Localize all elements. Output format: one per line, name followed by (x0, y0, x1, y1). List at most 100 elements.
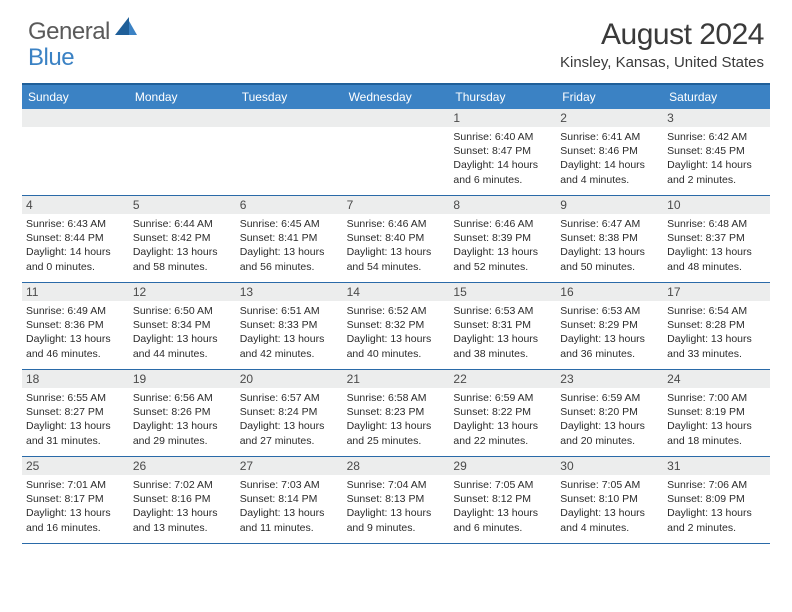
info-line: and 18 minutes. (667, 434, 766, 448)
day-info: Sunrise: 6:44 AMSunset: 8:42 PMDaylight:… (133, 217, 232, 274)
info-line: Sunset: 8:23 PM (347, 405, 446, 419)
info-line: Daylight: 13 hours (560, 332, 659, 346)
day-cell: 12Sunrise: 6:50 AMSunset: 8:34 PMDayligh… (129, 283, 236, 369)
day-info: Sunrise: 7:02 AMSunset: 8:16 PMDaylight:… (133, 478, 232, 535)
info-line: Daylight: 13 hours (347, 332, 446, 346)
day-info: Sunrise: 7:01 AMSunset: 8:17 PMDaylight:… (26, 478, 125, 535)
day-cell: 14Sunrise: 6:52 AMSunset: 8:32 PMDayligh… (343, 283, 450, 369)
day-info: Sunrise: 7:04 AMSunset: 8:13 PMDaylight:… (347, 478, 446, 535)
day-number: 23 (556, 370, 663, 388)
day-cell: 29Sunrise: 7:05 AMSunset: 8:12 PMDayligh… (449, 457, 556, 543)
info-line: Daylight: 13 hours (26, 506, 125, 520)
day-number: 20 (236, 370, 343, 388)
day-number: 18 (22, 370, 129, 388)
info-line: Daylight: 13 hours (26, 419, 125, 433)
day-cell (129, 109, 236, 195)
info-line: Daylight: 13 hours (133, 245, 232, 259)
day-cell (343, 109, 450, 195)
day-number: 17 (663, 283, 770, 301)
info-line: Sunrise: 6:41 AM (560, 130, 659, 144)
info-line: Sunset: 8:12 PM (453, 492, 552, 506)
day-cell: 22Sunrise: 6:59 AMSunset: 8:22 PMDayligh… (449, 370, 556, 456)
day-info: Sunrise: 6:57 AMSunset: 8:24 PMDaylight:… (240, 391, 339, 448)
day-cell: 27Sunrise: 7:03 AMSunset: 8:14 PMDayligh… (236, 457, 343, 543)
info-line: Sunrise: 7:00 AM (667, 391, 766, 405)
day-number: 30 (556, 457, 663, 475)
day-number (22, 109, 129, 127)
day-info: Sunrise: 7:06 AMSunset: 8:09 PMDaylight:… (667, 478, 766, 535)
logo-text-general: General (28, 18, 110, 46)
day-cell: 7Sunrise: 6:46 AMSunset: 8:40 PMDaylight… (343, 196, 450, 282)
day-number: 9 (556, 196, 663, 214)
day-info: Sunrise: 6:43 AMSunset: 8:44 PMDaylight:… (26, 217, 125, 274)
day-cell: 8Sunrise: 6:46 AMSunset: 8:39 PMDaylight… (449, 196, 556, 282)
info-line: Sunrise: 6:53 AM (560, 304, 659, 318)
day-info: Sunrise: 6:51 AMSunset: 8:33 PMDaylight:… (240, 304, 339, 361)
info-line: Sunrise: 7:06 AM (667, 478, 766, 492)
info-line: Sunset: 8:39 PM (453, 231, 552, 245)
info-line: Sunset: 8:10 PM (560, 492, 659, 506)
info-line: Daylight: 13 hours (560, 506, 659, 520)
day-cell: 16Sunrise: 6:53 AMSunset: 8:29 PMDayligh… (556, 283, 663, 369)
info-line: and 33 minutes. (667, 347, 766, 361)
info-line: and 25 minutes. (347, 434, 446, 448)
info-line: Sunset: 8:19 PM (667, 405, 766, 419)
logo-text-blue: Blue (28, 44, 74, 71)
day-info: Sunrise: 6:40 AMSunset: 8:47 PMDaylight:… (453, 130, 552, 187)
day-number: 2 (556, 109, 663, 127)
day-info: Sunrise: 6:49 AMSunset: 8:36 PMDaylight:… (26, 304, 125, 361)
info-line: and 42 minutes. (240, 347, 339, 361)
info-line: Daylight: 14 hours (560, 158, 659, 172)
info-line: and 13 minutes. (133, 521, 232, 535)
week-row: 11Sunrise: 6:49 AMSunset: 8:36 PMDayligh… (22, 283, 770, 370)
info-line: Daylight: 13 hours (347, 245, 446, 259)
info-line: Daylight: 13 hours (560, 245, 659, 259)
day-number: 15 (449, 283, 556, 301)
day-info: Sunrise: 6:48 AMSunset: 8:37 PMDaylight:… (667, 217, 766, 274)
info-line: Sunrise: 6:56 AM (133, 391, 232, 405)
day-cell: 3Sunrise: 6:42 AMSunset: 8:45 PMDaylight… (663, 109, 770, 195)
info-line: Sunrise: 6:55 AM (26, 391, 125, 405)
day-number: 4 (22, 196, 129, 214)
day-number: 19 (129, 370, 236, 388)
day-number: 3 (663, 109, 770, 127)
day-cell: 9Sunrise: 6:47 AMSunset: 8:38 PMDaylight… (556, 196, 663, 282)
day-info: Sunrise: 6:54 AMSunset: 8:28 PMDaylight:… (667, 304, 766, 361)
info-line: Sunset: 8:17 PM (26, 492, 125, 506)
day-number: 21 (343, 370, 450, 388)
info-line: Sunset: 8:16 PM (133, 492, 232, 506)
day-info: Sunrise: 6:45 AMSunset: 8:41 PMDaylight:… (240, 217, 339, 274)
day-number: 5 (129, 196, 236, 214)
day-cell: 20 Sunrise: 6:57 AMSunset: 8:24 PMDayligh… (236, 370, 343, 456)
day-number: 28 (343, 457, 450, 475)
info-line: and 31 minutes. (26, 434, 125, 448)
info-line: Daylight: 13 hours (240, 245, 339, 259)
info-line: and 52 minutes. (453, 260, 552, 274)
day-info: Sunrise: 6:53 AMSunset: 8:29 PMDaylight:… (560, 304, 659, 361)
day-number: 8 (449, 196, 556, 214)
info-line: and 4 minutes. (560, 173, 659, 187)
info-line: and 6 minutes. (453, 521, 552, 535)
info-line: Sunset: 8:14 PM (240, 492, 339, 506)
info-line: Sunset: 8:13 PM (347, 492, 446, 506)
day-number: 6 (236, 196, 343, 214)
info-line: Sunrise: 7:02 AM (133, 478, 232, 492)
day-cell: 19Sunrise: 6:56 AMSunset: 8:26 PMDayligh… (129, 370, 236, 456)
day-info: Sunrise: 6:58 AMSunset: 8:23 PMDaylight:… (347, 391, 446, 448)
day-cell: 1Sunrise: 6:40 AMSunset: 8:47 PMDaylight… (449, 109, 556, 195)
info-line: and 29 minutes. (133, 434, 232, 448)
info-line: Daylight: 13 hours (133, 419, 232, 433)
day-info: Sunrise: 6:52 AMSunset: 8:32 PMDaylight:… (347, 304, 446, 361)
info-line: Sunset: 8:29 PM (560, 318, 659, 332)
info-line: Daylight: 14 hours (667, 158, 766, 172)
info-line: and 4 minutes. (560, 521, 659, 535)
info-line: Sunset: 8:40 PM (347, 231, 446, 245)
info-line: Daylight: 13 hours (347, 419, 446, 433)
day-info: Sunrise: 7:03 AMSunset: 8:14 PMDaylight:… (240, 478, 339, 535)
dow-thursday: Thursday (449, 85, 556, 109)
info-line: Daylight: 13 hours (240, 506, 339, 520)
info-line: and 38 minutes. (453, 347, 552, 361)
info-line: and 56 minutes. (240, 260, 339, 274)
day-number: 26 (129, 457, 236, 475)
info-line: Sunrise: 6:48 AM (667, 217, 766, 231)
